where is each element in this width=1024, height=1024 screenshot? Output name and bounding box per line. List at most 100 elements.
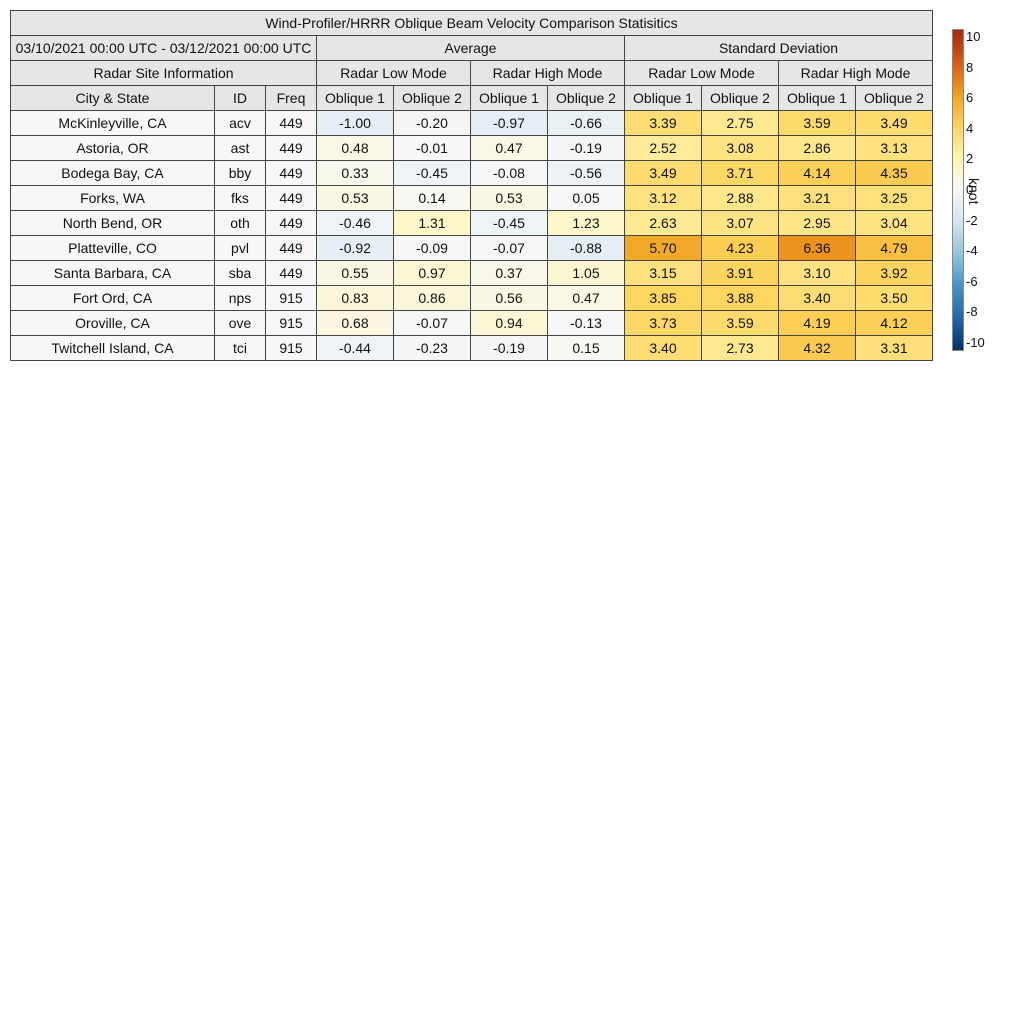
std-high-oblique1-cell: 3.21 bbox=[778, 185, 856, 211]
std-low-oblique1-cell: 2.52 bbox=[624, 135, 702, 161]
std-low-oblique2-cell: 3.59 bbox=[701, 310, 779, 336]
site-id-cell: acv bbox=[214, 110, 266, 136]
std-low-oblique2-cell: 2.73 bbox=[701, 335, 779, 361]
group-std-header: Standard Deviation bbox=[624, 35, 933, 61]
avg-high-oblique1-header: Oblique 1 bbox=[470, 85, 548, 111]
stats-table: Wind-Profiler/HRRR Oblique Beam Velocity… bbox=[10, 10, 933, 361]
site-id-cell: nps bbox=[214, 285, 266, 311]
site-city-cell: Santa Barbara, CA bbox=[10, 260, 215, 286]
site-city-cell: Fort Ord, CA bbox=[10, 285, 215, 311]
avg-high-oblique2-cell: -0.66 bbox=[547, 110, 625, 136]
table-row: Platteville, CO pvl 449 -0.92 -0.09 -0.07 -0.8… bbox=[10, 235, 933, 261]
avg-low-oblique1-cell: -0.92 bbox=[316, 235, 394, 261]
avg-low-oblique2-cell: -0.07 bbox=[393, 310, 471, 336]
site-city-cell: Platteville, CO bbox=[10, 235, 215, 261]
avg-low-oblique1-cell: 0.68 bbox=[316, 310, 394, 336]
std-high-oblique2-cell: 3.49 bbox=[855, 110, 933, 136]
std-high-oblique1-cell: 6.36 bbox=[778, 235, 856, 261]
std-low-oblique1-cell: 3.15 bbox=[624, 260, 702, 286]
table-row: North Bend, OR oth 449 -0.46 1.31 -0.45 1.23 2.… bbox=[10, 210, 933, 236]
std-low-oblique1-cell: 3.85 bbox=[624, 285, 702, 311]
site-freq-cell: 449 bbox=[265, 260, 317, 286]
std-low-oblique1-cell: 3.39 bbox=[624, 110, 702, 136]
std-high-oblique2-cell: 4.35 bbox=[855, 160, 933, 186]
avg-high-oblique2-cell: -0.88 bbox=[547, 235, 625, 261]
avg-high-oblique2-cell: 1.23 bbox=[547, 210, 625, 236]
colorbar-tick-label: 0 bbox=[966, 182, 974, 197]
colorbar-tick-label: 8 bbox=[966, 59, 974, 75]
std-high-oblique1-cell: 2.95 bbox=[778, 210, 856, 236]
std-high-oblique2-cell: 3.13 bbox=[855, 135, 933, 161]
site-id-cell: ast bbox=[214, 135, 266, 161]
avg-low-oblique2-cell: -0.09 bbox=[393, 235, 471, 261]
colorbar-tick-label: -4 bbox=[966, 243, 978, 259]
std-high-oblique2-header: Oblique 2 bbox=[855, 85, 933, 111]
std-low-oblique2-cell: 2.88 bbox=[701, 185, 779, 211]
colorbar-tick-label: 2 bbox=[966, 151, 974, 167]
site-city-cell: North Bend, OR bbox=[10, 210, 215, 236]
std-low-oblique1-cell: 3.40 bbox=[624, 335, 702, 361]
table-row: Astoria, OR ast 449 0.48 -0.01 0.47 -0.19 2.52 3… bbox=[10, 135, 933, 161]
site-freq-cell: 449 bbox=[265, 160, 317, 186]
site-freq-cell: 915 bbox=[265, 310, 317, 336]
std-high-oblique2-cell: 3.50 bbox=[855, 285, 933, 311]
table-row: Forks, WA fks 449 0.53 0.14 0.53 0.05 3.12 2.88 3… bbox=[10, 185, 933, 211]
avg-high-oblique2-cell: -0.19 bbox=[547, 135, 625, 161]
std-low-oblique1-cell: 5.70 bbox=[624, 235, 702, 261]
avg-low-oblique2-cell: -0.23 bbox=[393, 335, 471, 361]
colorbar bbox=[952, 29, 964, 351]
avg-low-oblique2-cell: 0.86 bbox=[393, 285, 471, 311]
avg-low-oblique1-cell: -0.46 bbox=[316, 210, 394, 236]
std-low-oblique2-cell: 4.23 bbox=[701, 235, 779, 261]
avg-low-oblique1-cell: 0.53 bbox=[316, 185, 394, 211]
site-city-cell: Bodega Bay, CA bbox=[10, 160, 215, 186]
std-low-oblique2-cell: 3.71 bbox=[701, 160, 779, 186]
avg-low-oblique1-cell: 0.48 bbox=[316, 135, 394, 161]
site-freq-cell: 915 bbox=[265, 335, 317, 361]
std-high-oblique2-cell: 3.92 bbox=[855, 260, 933, 286]
std-low-mode-header: Radar Low Mode bbox=[624, 60, 779, 86]
avg-high-oblique1-cell: 0.56 bbox=[470, 285, 548, 311]
avg-low-oblique2-cell: -0.01 bbox=[393, 135, 471, 161]
avg-low-oblique2-cell: -0.20 bbox=[393, 110, 471, 136]
avg-low-mode-header: Radar Low Mode bbox=[316, 60, 471, 86]
avg-high-oblique1-cell: -0.07 bbox=[470, 235, 548, 261]
avg-low-oblique2-cell: 0.97 bbox=[393, 260, 471, 286]
site-info-header: Radar Site Information bbox=[10, 60, 317, 86]
std-high-oblique1-cell: 3.10 bbox=[778, 260, 856, 286]
avg-high-oblique2-cell: 0.15 bbox=[547, 335, 625, 361]
table-row: Fort Ord, CA nps 915 0.83 0.86 0.56 0.47 3.85 3.… bbox=[10, 285, 933, 311]
std-high-oblique2-cell: 3.25 bbox=[855, 185, 933, 211]
table-row: Twitchell Island, CA tci 915 -0.44 -0.23 -0.1… bbox=[10, 335, 933, 361]
std-low-oblique1-cell: 3.73 bbox=[624, 310, 702, 336]
avg-high-oblique1-cell: 0.94 bbox=[470, 310, 548, 336]
std-low-oblique2-cell: 3.08 bbox=[701, 135, 779, 161]
site-id-cell: oth bbox=[214, 210, 266, 236]
avg-high-oblique1-cell: 0.47 bbox=[470, 135, 548, 161]
col-city-header: City & State bbox=[10, 85, 215, 111]
avg-high-oblique1-cell: 0.37 bbox=[470, 260, 548, 286]
avg-high-mode-header: Radar High Mode bbox=[470, 60, 625, 86]
avg-low-oblique1-cell: 0.83 bbox=[316, 285, 394, 311]
avg-high-oblique2-cell: 1.05 bbox=[547, 260, 625, 286]
std-high-oblique2-cell: 4.12 bbox=[855, 310, 933, 336]
site-id-cell: bby bbox=[214, 160, 266, 186]
std-high-oblique1-cell: 4.32 bbox=[778, 335, 856, 361]
site-city-cell: Astoria, OR bbox=[10, 135, 215, 161]
avg-high-oblique1-cell: 0.53 bbox=[470, 185, 548, 211]
site-freq-cell: 449 bbox=[265, 110, 317, 136]
avg-high-oblique2-cell: 0.47 bbox=[547, 285, 625, 311]
site-city-cell: Oroville, CA bbox=[10, 310, 215, 336]
colorbar-tick-label: -10 bbox=[966, 335, 985, 350]
avg-high-oblique2-cell: -0.13 bbox=[547, 310, 625, 336]
colorbar-tick-label: -8 bbox=[966, 304, 978, 320]
group-average-header: Average bbox=[316, 35, 625, 61]
avg-high-oblique1-cell: -0.45 bbox=[470, 210, 548, 236]
avg-low-oblique1-cell: -1.00 bbox=[316, 110, 394, 136]
table-row: McKinleyville, CA acv 449 -1.00 -0.20 -0.97 -0… bbox=[10, 110, 933, 136]
std-high-mode-header: Radar High Mode bbox=[778, 60, 933, 86]
std-high-oblique1-header: Oblique 1 bbox=[778, 85, 856, 111]
table-row: Santa Barbara, CA sba 449 0.55 0.97 0.37 1.05 3… bbox=[10, 260, 933, 286]
avg-high-oblique1-cell: -0.08 bbox=[470, 160, 548, 186]
avg-high-oblique1-cell: -0.19 bbox=[470, 335, 548, 361]
